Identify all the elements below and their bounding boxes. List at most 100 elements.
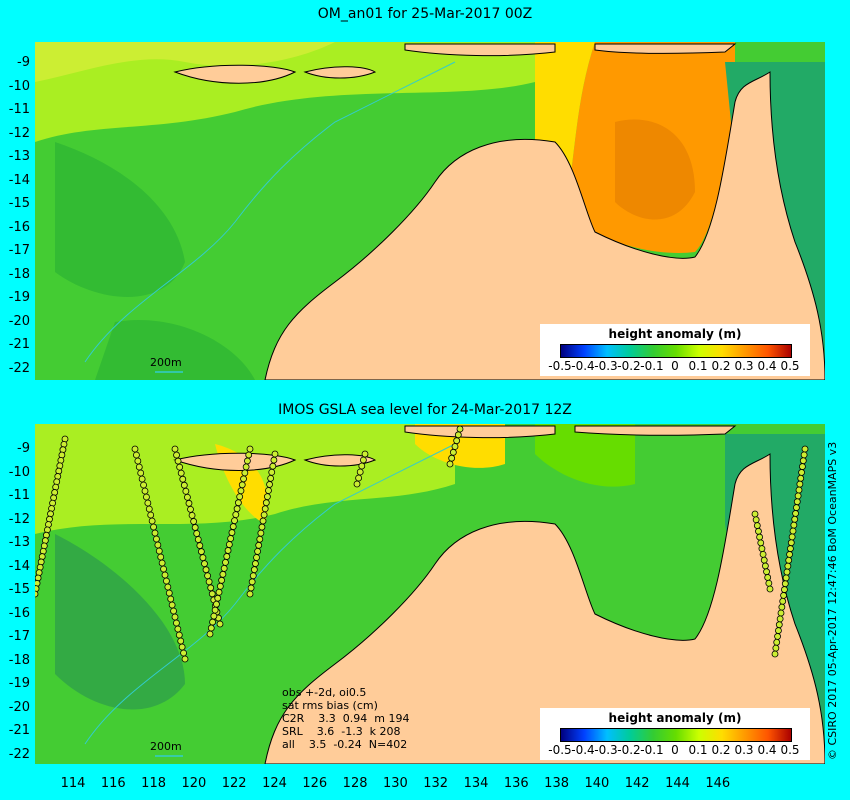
- sat-obs-marker: [175, 631, 183, 639]
- sat-obs-marker: [765, 579, 773, 587]
- sat-obs-marker: [193, 530, 201, 537]
- sat-obs-marker: [775, 627, 782, 634]
- sat-obs-marker: [246, 590, 254, 598]
- sat-obs-marker: [760, 556, 768, 564]
- sat-obs-marker: [210, 612, 218, 620]
- sat-obs-marker: [150, 523, 157, 531]
- sat-obs-marker: [50, 494, 58, 502]
- sat-obs-marker: [761, 562, 769, 570]
- sat-obs-marker: [358, 462, 366, 470]
- lon-tick-label: 124: [262, 776, 287, 791]
- sat-obs-marker: [207, 584, 215, 592]
- sat-obs-marker: [801, 445, 809, 453]
- lon-tick-label: 140: [584, 776, 610, 791]
- sat-obs-marker: [259, 517, 267, 525]
- sat-obs-marker: [171, 445, 179, 453]
- sat-obs-marker: [173, 451, 180, 459]
- sat-obs-marker: [148, 517, 156, 525]
- sat-obs-marker: [154, 541, 162, 549]
- sat-obs-marker: [787, 545, 794, 552]
- cbar-tick: -0.2: [617, 743, 641, 757]
- sat-obs-marker: [233, 505, 241, 513]
- sat-obs-marker: [147, 511, 155, 519]
- cbar-tick: 0.2: [711, 743, 731, 757]
- sat-obs-marker: [45, 521, 52, 528]
- sat-obs-marker: [262, 499, 270, 507]
- top-colorbar-strip: [560, 344, 792, 358]
- sat-obs-marker: [135, 463, 143, 471]
- sat-obs-marker: [244, 457, 251, 465]
- sat-obs-marker: [242, 463, 250, 471]
- sat-obs-marker: [138, 475, 146, 483]
- sat-obs-marker: [449, 448, 457, 456]
- sat-obs-marker: [797, 474, 805, 482]
- sat-obs-marker: [252, 560, 259, 567]
- sat-obs-marker: [155, 547, 163, 555]
- sat-obs-marker: [209, 618, 216, 626]
- sat-obs-marker: [35, 590, 39, 598]
- sat-obs-marker: [777, 609, 785, 617]
- sat-obs-marker: [771, 650, 779, 658]
- sat-obs-marker: [170, 607, 177, 615]
- sat-obs-marker: [182, 487, 190, 495]
- sat-obs-marker: [258, 523, 266, 531]
- cbar-tick: 0.4: [757, 743, 777, 757]
- bottom-colorbar-title: height anomaly (m): [608, 711, 742, 725]
- sat-obs-marker: [176, 463, 184, 471]
- sat-obs-marker: [774, 633, 781, 640]
- sat-obs-marker: [177, 637, 185, 645]
- sat-obs-marker: [208, 590, 216, 598]
- sat-obs-marker: [782, 574, 790, 582]
- sat-obs-marker: [793, 498, 801, 506]
- stats-line: obs +-2d, oi0.5: [282, 686, 367, 699]
- sat-obs-marker: [232, 511, 240, 519]
- sat-obs-marker: [266, 481, 273, 488]
- cbar-tick: -0.1: [640, 359, 664, 373]
- lat-tick-label: -21: [8, 723, 30, 738]
- sat-obs-marker: [190, 518, 198, 525]
- sat-obs-marker: [268, 468, 276, 476]
- sat-obs-marker: [788, 533, 796, 541]
- lat-tick-label: -10: [8, 78, 30, 94]
- sat-obs-marker: [206, 630, 214, 638]
- sat-obs-marker: [269, 462, 277, 470]
- cbar-tick: 0: [671, 359, 679, 373]
- cbar-tick: -0.4: [571, 359, 595, 373]
- sat-obs-marker: [271, 450, 279, 458]
- sat-obs-marker: [787, 539, 795, 547]
- sat-obs-marker: [48, 505, 55, 512]
- sat-obs-marker: [785, 556, 793, 564]
- lon-tick-label: 128: [342, 776, 368, 791]
- cbar-tick: 0: [671, 743, 679, 757]
- sat-obs-marker: [167, 595, 175, 603]
- sat-obs-marker: [257, 529, 265, 537]
- sat-obs-marker: [187, 505, 194, 513]
- cbar-tick: -0.3: [594, 743, 618, 757]
- bottom-colorbar-strip: [560, 728, 792, 742]
- sat-obs-marker: [758, 545, 766, 553]
- sat-obs-marker: [161, 571, 169, 579]
- sat-obs-marker: [214, 594, 222, 602]
- sat-obs-marker: [144, 499, 152, 507]
- sat-obs-marker: [240, 475, 247, 483]
- sat-obs-marker: [451, 443, 459, 450]
- sat-obs-marker: [211, 606, 219, 614]
- sat-obs-marker: [197, 548, 205, 555]
- lat-tick-label: -20: [8, 699, 30, 715]
- sat-obs-marker: [763, 568, 770, 576]
- lat-tick-label: -12: [8, 125, 30, 141]
- lat-tick-label: -19: [8, 290, 30, 305]
- sat-obs-marker: [36, 563, 44, 571]
- cbar-tick: -0.2: [617, 359, 641, 373]
- sat-obs-marker: [764, 574, 772, 581]
- lon-tick-label: 122: [221, 776, 247, 791]
- sat-obs-marker: [55, 467, 63, 475]
- sat-obs-marker: [133, 451, 140, 459]
- sat-obs-marker: [194, 536, 202, 543]
- sat-obs-marker: [778, 603, 786, 611]
- lat-tick-label: -16: [8, 605, 30, 621]
- sat-obs-marker: [759, 550, 767, 558]
- obs-stats: obs +-2d, oi0.5 sat rms bias (cm) C2R 3.…: [282, 686, 410, 751]
- sat-obs-marker: [137, 469, 145, 477]
- sat-obs-marker: [57, 456, 65, 464]
